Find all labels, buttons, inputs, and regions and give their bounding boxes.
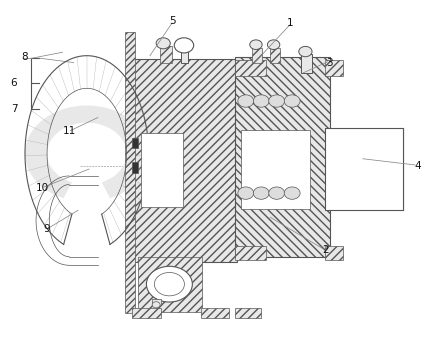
Bar <box>325 246 343 260</box>
Circle shape <box>253 95 269 107</box>
Bar <box>181 44 188 62</box>
Text: 5: 5 <box>170 16 176 26</box>
Bar <box>253 48 262 62</box>
Bar <box>301 54 312 73</box>
Circle shape <box>174 38 194 53</box>
Bar <box>235 246 266 260</box>
Wedge shape <box>25 106 149 198</box>
Circle shape <box>238 95 254 107</box>
Circle shape <box>269 95 285 107</box>
Text: 1: 1 <box>287 18 293 28</box>
Bar <box>241 130 310 209</box>
Bar <box>125 32 135 313</box>
Bar <box>201 308 229 317</box>
Text: 9: 9 <box>44 224 51 234</box>
Text: 4: 4 <box>415 161 421 171</box>
Circle shape <box>154 273 184 296</box>
Bar <box>235 57 330 257</box>
Circle shape <box>253 187 269 199</box>
Circle shape <box>284 187 300 199</box>
Circle shape <box>147 266 192 302</box>
Circle shape <box>269 187 285 199</box>
Circle shape <box>284 95 300 107</box>
Circle shape <box>250 40 262 49</box>
Text: 3: 3 <box>326 58 333 68</box>
Bar <box>132 308 161 317</box>
Bar <box>138 257 202 312</box>
Bar <box>132 162 139 172</box>
Circle shape <box>152 302 160 308</box>
Circle shape <box>238 187 254 199</box>
Text: 11: 11 <box>62 126 76 136</box>
Circle shape <box>299 46 312 57</box>
Bar <box>141 133 183 207</box>
Text: 10: 10 <box>36 183 49 193</box>
Bar <box>270 48 280 62</box>
Bar <box>159 46 172 62</box>
Text: 8: 8 <box>22 52 28 62</box>
Text: 6: 6 <box>11 78 17 88</box>
Bar <box>235 60 266 76</box>
Text: 7: 7 <box>11 104 17 114</box>
Circle shape <box>268 40 280 49</box>
Bar <box>132 138 139 148</box>
Circle shape <box>156 38 170 49</box>
Bar <box>235 308 261 317</box>
Bar <box>325 128 403 210</box>
Bar <box>152 299 160 305</box>
Bar <box>133 59 237 262</box>
Text: 2: 2 <box>322 245 329 255</box>
Bar <box>325 60 343 76</box>
